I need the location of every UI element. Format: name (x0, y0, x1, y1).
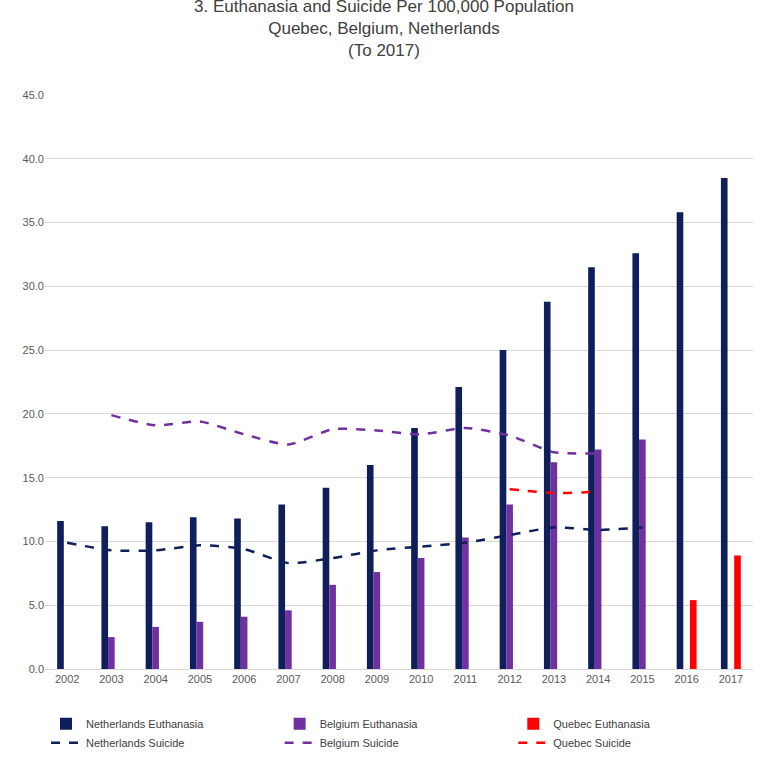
svg-text:25.0: 25.0 (23, 344, 44, 356)
svg-text:2002: 2002 (55, 673, 79, 685)
svg-text:3. Euthanasia and Suicide Per: 3. Euthanasia and Suicide Per 100,000 Po… (194, 0, 574, 60)
svg-text:Belgium Euthanasia: Belgium Euthanasia (320, 718, 419, 730)
svg-text:30.0: 30.0 (23, 280, 44, 292)
svg-text:2011: 2011 (454, 673, 478, 685)
svg-text:10.0: 10.0 (23, 535, 44, 547)
svg-text:45.0: 45.0 (23, 89, 44, 101)
svg-text:2017: 2017 (719, 673, 743, 685)
svg-text:2010: 2010 (409, 673, 433, 685)
svg-text:2013: 2013 (542, 673, 566, 685)
svg-text:2012: 2012 (497, 673, 521, 685)
svg-text:Netherlands Euthanasia: Netherlands Euthanasia (86, 718, 204, 730)
svg-text:Quebec Euthanasia: Quebec Euthanasia (553, 718, 651, 730)
svg-text:35.0: 35.0 (23, 216, 44, 228)
svg-text:2003: 2003 (99, 673, 123, 685)
svg-text:2005: 2005 (188, 673, 212, 685)
svg-text:15.0: 15.0 (23, 472, 44, 484)
svg-text:5.0: 5.0 (29, 599, 44, 611)
svg-text:2004: 2004 (143, 673, 167, 685)
svg-text:2006: 2006 (232, 673, 256, 685)
svg-text:Belgium Suicide: Belgium Suicide (320, 737, 399, 749)
svg-text:2009: 2009 (365, 673, 389, 685)
svg-text:20.0: 20.0 (23, 408, 44, 420)
svg-text:2016: 2016 (674, 673, 698, 685)
svg-text:Netherlands Suicide: Netherlands Suicide (86, 737, 184, 749)
svg-text:0.0: 0.0 (29, 663, 44, 675)
svg-text:Quebec Suicide: Quebec Suicide (553, 737, 631, 749)
svg-text:2007: 2007 (276, 673, 300, 685)
svg-text:2014: 2014 (586, 673, 610, 685)
svg-text:2015: 2015 (630, 673, 654, 685)
svg-text:40.0: 40.0 (23, 153, 44, 165)
svg-text:2008: 2008 (320, 673, 344, 685)
